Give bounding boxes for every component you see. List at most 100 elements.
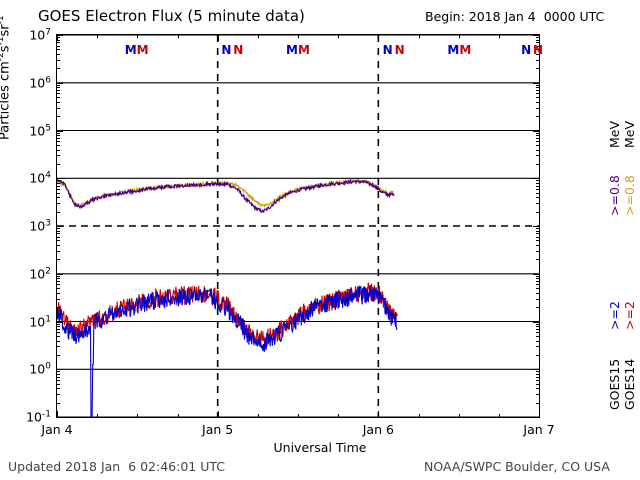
y-minor-tick — [56, 228, 60, 230]
y-minor-tick — [56, 323, 60, 325]
x-minor-tick — [137, 34, 139, 38]
y-minor-tick — [56, 203, 60, 205]
y-minor-tick — [536, 137, 540, 139]
y-minor-tick — [56, 54, 60, 55]
legend-item: >=0.8 — [607, 175, 622, 216]
y-minor-tick — [536, 135, 540, 137]
y-minor-tick — [536, 278, 540, 280]
y-tick-label: 107 — [29, 27, 51, 43]
y-minor-tick — [56, 388, 60, 390]
y-tick — [533, 369, 540, 371]
y-minor-tick — [536, 379, 540, 381]
y-tick — [533, 82, 540, 84]
y-minor-tick — [536, 323, 540, 325]
y-minor-tick — [536, 45, 540, 47]
y-minor-tick — [56, 383, 60, 385]
y-minor-tick — [56, 292, 60, 294]
y-minor-tick — [56, 101, 60, 103]
y-tick — [56, 417, 63, 418]
y-minor-tick — [56, 284, 60, 286]
y-minor-tick — [56, 141, 60, 143]
y-tick — [56, 82, 63, 84]
x-minor-tick — [338, 34, 340, 38]
x-minor-tick — [257, 34, 259, 38]
y-minor-tick — [536, 182, 540, 184]
y-minor-tick — [56, 180, 60, 182]
y-minor-tick — [536, 284, 540, 286]
y-minor-tick — [536, 250, 540, 252]
event-marker-letter: M — [447, 43, 460, 57]
y-minor-tick — [56, 132, 60, 134]
x-tick-label: Jan 5 — [202, 422, 234, 437]
y-minor-tick — [536, 93, 540, 95]
y-minor-tick — [536, 180, 540, 182]
y-minor-tick — [536, 275, 540, 277]
y-minor-tick — [536, 211, 540, 213]
legend-item: MeV — [607, 120, 622, 148]
x-tick — [217, 34, 219, 41]
y-minor-tick — [536, 233, 540, 235]
x-tick-label: Jan 6 — [362, 422, 394, 437]
y-tick — [56, 273, 63, 275]
y-minor-tick — [536, 240, 540, 242]
y-minor-tick — [56, 275, 60, 277]
y-minor-tick — [536, 373, 540, 375]
y-minor-tick — [56, 379, 60, 381]
plot-svg — [57, 35, 539, 417]
y-minor-tick — [56, 149, 60, 151]
y-tick — [56, 321, 63, 323]
y-minor-tick — [56, 373, 60, 375]
y-minor-tick — [536, 42, 540, 44]
x-minor-tick — [418, 34, 420, 38]
y-minor-tick — [56, 346, 60, 348]
plot-area — [56, 34, 540, 418]
y-minor-tick — [56, 163, 60, 165]
y-minor-tick — [56, 116, 60, 118]
y-minor-tick — [536, 292, 540, 294]
y-minor-tick — [536, 383, 540, 385]
event-marker-letter: M — [124, 43, 137, 57]
y-minor-tick — [536, 97, 540, 99]
y-minor-tick — [56, 288, 60, 290]
y-minor-tick — [536, 49, 540, 51]
y-tick — [56, 369, 63, 371]
legend-item: GOES15 — [607, 358, 622, 410]
y-minor-tick — [56, 240, 60, 242]
event-marker-letter: M — [459, 43, 472, 57]
y-minor-tick — [56, 250, 60, 252]
event-marker-letter: N — [521, 43, 532, 57]
x-minor-tick — [177, 414, 179, 418]
event-marker-letter: M — [286, 43, 298, 57]
y-tick — [533, 130, 540, 132]
y-minor-tick — [536, 192, 540, 194]
x-tick — [378, 34, 380, 41]
event-marker-letter: N — [382, 43, 393, 57]
y-minor-tick — [56, 340, 60, 342]
y-minor-tick — [536, 144, 540, 146]
y-minor-tick — [536, 335, 540, 337]
y-minor-tick — [536, 298, 540, 300]
series-line — [57, 284, 398, 417]
y-minor-tick — [536, 388, 540, 390]
x-minor-tick — [177, 34, 179, 38]
y-tick-label: 101 — [29, 313, 51, 330]
y-minor-tick — [56, 137, 60, 139]
y-minor-tick — [536, 245, 540, 246]
legend-item: GOES14 — [622, 358, 637, 410]
y-minor-tick — [56, 49, 60, 51]
x-minor-tick — [498, 34, 500, 38]
x-minor-tick — [257, 414, 259, 418]
y-minor-tick — [56, 144, 60, 146]
y-minor-tick — [536, 197, 540, 199]
y-minor-tick — [536, 155, 540, 157]
y-tick-label: 10-1 — [26, 409, 51, 425]
y-minor-tick — [536, 354, 540, 356]
y-minor-tick — [56, 192, 60, 194]
y-minor-tick — [536, 328, 540, 330]
y-axis-title: Particles cm-2s-1sr-1 — [0, 15, 13, 140]
x-tick-label: Jan 4 — [41, 422, 73, 437]
y-minor-tick — [536, 402, 540, 404]
y-minor-tick — [56, 259, 60, 261]
y-minor-tick — [536, 39, 540, 41]
y-minor-tick — [56, 236, 60, 238]
